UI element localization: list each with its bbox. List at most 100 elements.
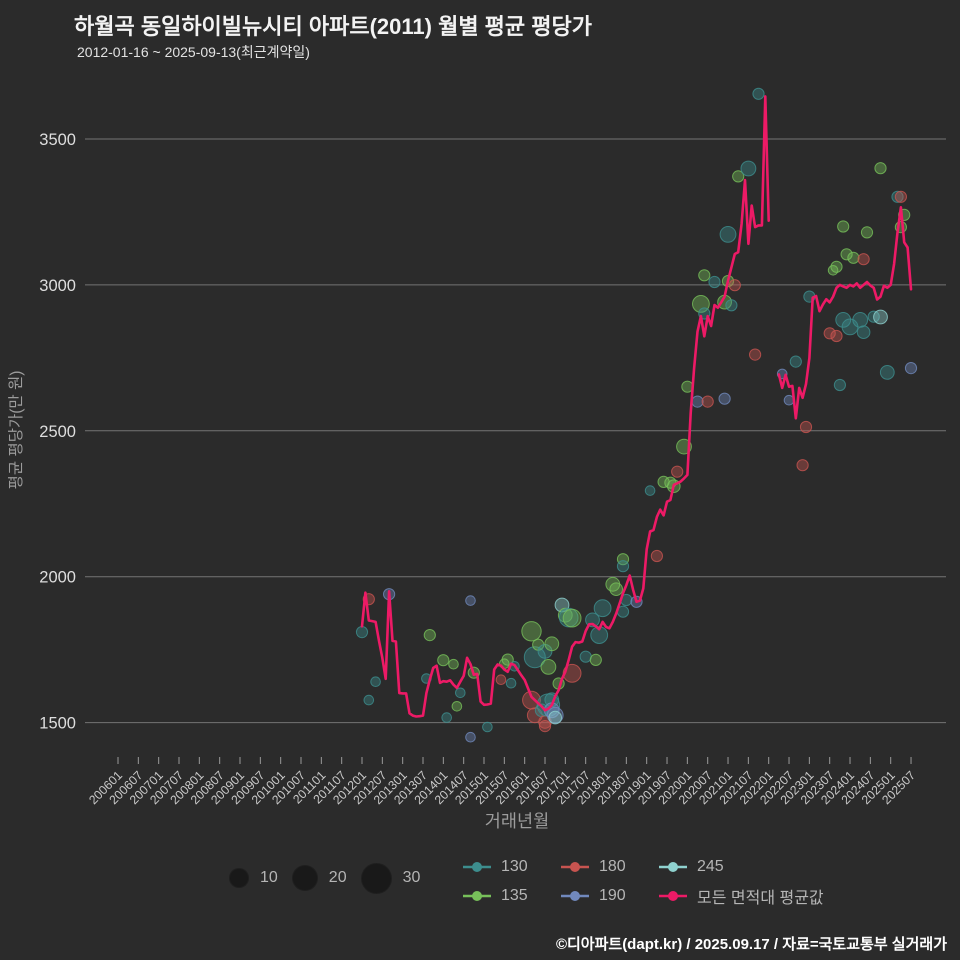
bubble-135: [847, 251, 860, 264]
page-title: 하월곡 동일하이빌뉴시티 아파트(2011) 월별 평균 평당가: [74, 14, 592, 39]
bubble-135: [521, 621, 542, 642]
series-marker-icon: [659, 891, 687, 901]
bubble-130: [789, 355, 802, 368]
size-legend-circle-large: [361, 863, 391, 893]
bubble-130: [725, 299, 738, 312]
bubble-180: [749, 348, 762, 361]
bubble-135: [448, 658, 459, 670]
series-marker-icon: [463, 891, 491, 901]
bubble-135: [451, 701, 463, 712]
bubble-130: [856, 325, 871, 340]
series-marker-icon: [463, 862, 491, 872]
y-tick-label: 3000: [39, 277, 76, 295]
legend-item-label: 245: [697, 858, 724, 875]
bubble-180: [526, 707, 543, 724]
size-legend-label: 10: [260, 869, 278, 886]
bubble-130: [752, 87, 765, 100]
bubble-130: [891, 190, 904, 203]
bubble-130: [579, 650, 592, 663]
size-legend-circle-small: [230, 869, 248, 887]
bubble-180: [857, 253, 870, 266]
bubble-180: [799, 420, 813, 434]
bubble-135: [589, 653, 602, 667]
bubble-190: [718, 392, 731, 405]
bubble-130: [835, 312, 852, 328]
bubble-135: [540, 659, 557, 675]
legend-item-label: 190: [599, 887, 626, 904]
bubble-135: [423, 629, 436, 642]
bubble-190: [465, 595, 476, 606]
credit-line: ©디아파트(dapt.kr) / 2025.09.17 / 자료=국토교통부 실…: [555, 936, 947, 953]
bubble-190: [465, 731, 476, 743]
legend-item-label: 135: [501, 887, 528, 904]
bubble-130: [644, 485, 656, 496]
series-legend: 130 180 245 135 190 모든 면적대 평균값: [462, 858, 824, 907]
legend-item-label: 180: [599, 858, 626, 875]
bubble-180: [701, 395, 714, 408]
bubble-130: [363, 694, 375, 706]
bubble-130: [616, 560, 630, 573]
average-price-line: [360, 95, 913, 718]
bubble-180: [538, 720, 552, 733]
bubble-130: [879, 365, 895, 380]
bubble-130: [740, 160, 757, 177]
size-legend-item-20: 20: [292, 866, 347, 890]
y-tick-label: 3500: [39, 131, 76, 149]
series-marker-icon: [561, 891, 589, 901]
bubble-130: [719, 226, 737, 243]
size-legend-item-10: 10: [230, 869, 278, 887]
legend-item-245[interactable]: 245: [658, 858, 824, 876]
legend-item-label: 130: [501, 858, 528, 875]
bubble-180: [830, 329, 843, 343]
bubble-180: [796, 459, 809, 472]
bubble-130: [505, 677, 517, 689]
bubble-130: [593, 599, 612, 618]
size-legend-label: 20: [328, 869, 347, 886]
legend-item-130[interactable]: 130: [462, 858, 560, 876]
legend-item-190[interactable]: 190: [560, 887, 658, 905]
bubble-245: [548, 710, 563, 725]
bubble-130: [482, 721, 493, 733]
bubble-135: [544, 636, 560, 652]
bubble-130: [355, 626, 369, 639]
date-range-subtitle: 2012-01-16 ~ 2025-09-13(최근계약일): [77, 44, 310, 60]
bubble-135: [732, 170, 745, 183]
legend-item-label: 모든 면적대 평균값: [697, 890, 824, 907]
bubble-180: [650, 549, 664, 563]
bubble-135: [837, 220, 850, 233]
bubble-135: [874, 162, 887, 175]
bubble-130: [852, 312, 869, 328]
size-legend-item-30: 30: [361, 863, 421, 893]
legend-item-average-line[interactable]: 모든 면적대 평균값: [658, 887, 824, 907]
bubble-135: [501, 653, 514, 666]
size-legend-circle-medium: [292, 866, 317, 890]
size-legend-label: 30: [402, 869, 421, 886]
legend-item-180[interactable]: 180: [560, 858, 658, 876]
bubble-245: [873, 309, 888, 325]
bubble-135: [437, 654, 450, 667]
bubble-135: [562, 608, 582, 628]
bubble-190: [904, 362, 918, 375]
bubble-180: [728, 279, 741, 292]
bubble-180: [894, 190, 908, 203]
bubble-135: [840, 248, 853, 261]
bubble-190: [546, 706, 564, 724]
bubble-130: [455, 687, 466, 699]
bubble-130: [833, 378, 847, 392]
legend-item-135[interactable]: 135: [462, 887, 560, 905]
series-marker-icon: [561, 862, 589, 872]
bubble-135: [616, 553, 630, 566]
x-axis-title: 거래년월: [485, 811, 549, 831]
y-tick-label: 2500: [39, 423, 76, 441]
series-marker-icon: [659, 862, 687, 872]
bubble-135: [698, 269, 711, 282]
bubble-180: [823, 327, 836, 340]
bubble-180: [671, 465, 684, 478]
bubble-130: [523, 646, 546, 669]
bubble-130: [708, 275, 721, 289]
bubble-135: [860, 226, 874, 239]
bubble-size-legend: 10 20 30: [230, 858, 420, 898]
y-axis-title: 평균 평당가(만 원): [7, 371, 25, 490]
y-tick-label: 2000: [39, 569, 76, 587]
